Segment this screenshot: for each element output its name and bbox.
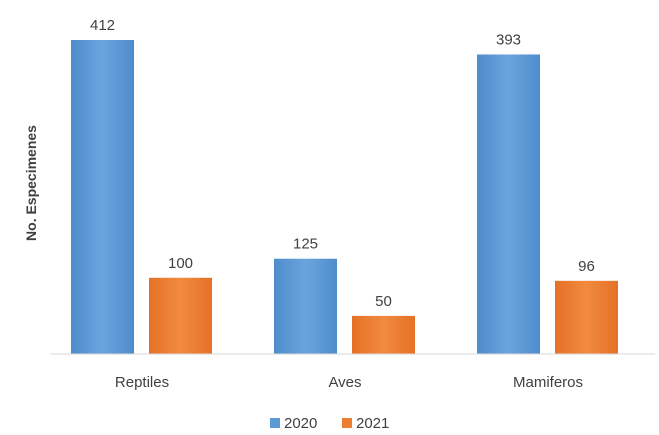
- category-label-aves: Aves: [328, 374, 361, 391]
- bar-2020-reptiles: [71, 40, 134, 354]
- data-label-2021-aves: 50: [375, 293, 392, 310]
- legend-swatch-2020: [270, 418, 280, 428]
- bar-2021-mamiferos: [555, 280, 618, 354]
- data-label-2020-aves: 125: [293, 236, 318, 253]
- category-label-reptiles: Reptiles: [115, 374, 169, 391]
- data-label-2021-reptiles: 100: [168, 255, 193, 272]
- y-axis-title: No. Especimenes: [23, 125, 39, 241]
- legend-swatch-2021: [342, 418, 352, 428]
- bar-2020-aves: [274, 258, 337, 354]
- data-label-2020-mamiferos: 393: [496, 31, 521, 48]
- data-labels-layer: 412 125 393 100 50 96: [90, 17, 595, 310]
- legend-label-2021: 2021: [356, 415, 389, 432]
- legend: 2020 2021: [270, 415, 389, 432]
- category-labels-layer: Reptiles Aves Mamiferos: [115, 374, 583, 391]
- data-label-2021-mamiferos: 96: [578, 258, 595, 275]
- legend-label-2020: 2020: [284, 415, 317, 432]
- bar-2021-aves: [352, 315, 415, 354]
- data-label-2020-reptiles: 412: [90, 17, 115, 34]
- bar-2021-reptiles: [149, 277, 212, 354]
- bar-2020-mamiferos: [477, 54, 540, 354]
- bars-layer: [71, 40, 618, 354]
- category-label-mamiferos: Mamiferos: [513, 374, 583, 391]
